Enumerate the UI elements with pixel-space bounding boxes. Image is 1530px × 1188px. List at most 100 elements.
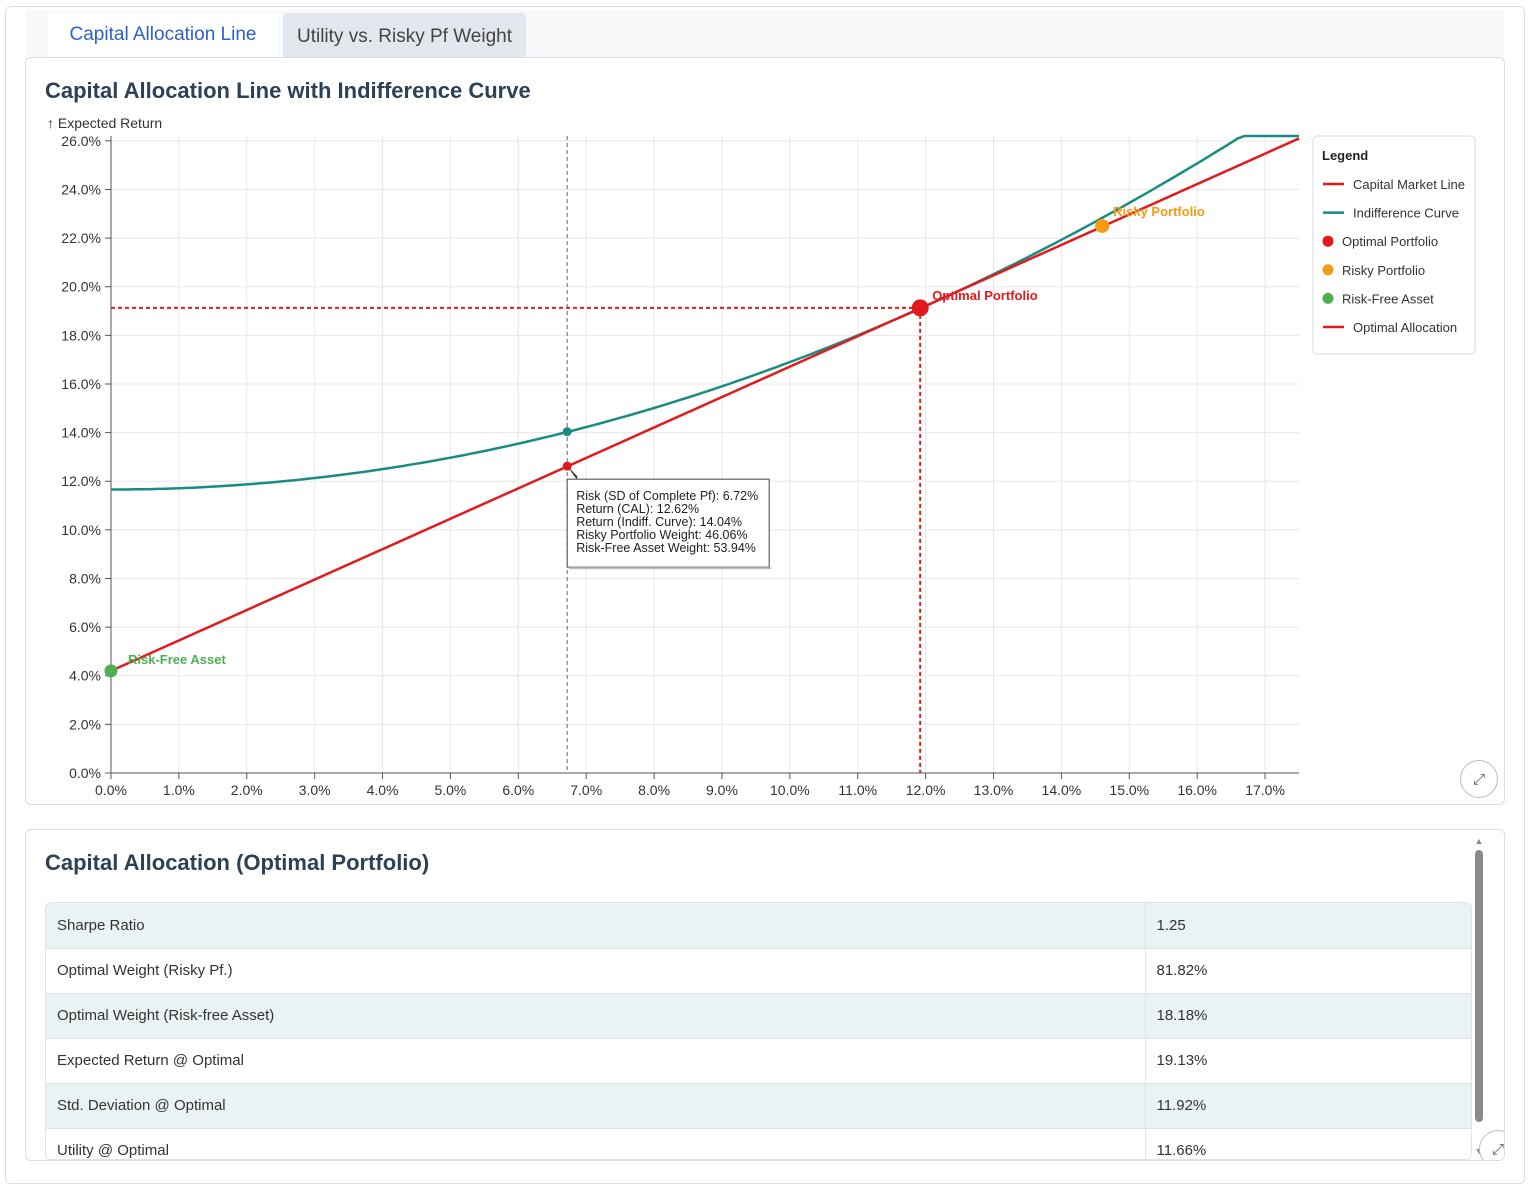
allocation-table-wrap: Sharpe Ratio 1.25 Optimal Weight (Risky Pf… bbox=[45, 902, 1472, 1160]
metric-label: Sharpe Ratio bbox=[46, 903, 1145, 948]
y-tick-label: 14.0% bbox=[61, 425, 101, 441]
scroll-down-icon[interactable]: ▼ bbox=[1474, 1146, 1484, 1156]
table-expand-icon[interactable]: ⤢ bbox=[1479, 1130, 1504, 1160]
table-row: Sharpe Ratio 1.25 bbox=[46, 903, 1471, 948]
legend-entry-label: Indifference Curve bbox=[1353, 206, 1459, 221]
x-tick-label: 7.0% bbox=[570, 782, 602, 798]
tooltip-line: Return (CAL): 12.62% bbox=[576, 502, 699, 516]
expand-icon[interactable]: ⤢ bbox=[1460, 760, 1498, 798]
x-tick-label: 3.0% bbox=[299, 782, 331, 798]
y-tick-label: 0.0% bbox=[69, 765, 101, 781]
table-row: Optimal Weight (Risky Pf.) 81.82% bbox=[46, 947, 1471, 993]
legend: Legend Capital Market Line Indifference Cu… bbox=[1312, 135, 1476, 355]
hover-indiff-point bbox=[562, 427, 572, 437]
x-tick-label: 17.0% bbox=[1245, 782, 1285, 798]
tooltip-shadow bbox=[569, 567, 772, 570]
grid bbox=[110, 136, 1299, 774]
axes: 0.0% 1.0% 2.0% 3.0% 4.0% 5.0% 6.0% 7.0% 8.0% 9.0%… bbox=[61, 133, 1299, 798]
hover-layer: Risk (SD of Complete Pf): 6.72%Return (C… bbox=[562, 136, 772, 773]
tooltip-pointer bbox=[567, 466, 578, 481]
indifference-curve-line bbox=[111, 134, 1299, 491]
tooltip-line: Return (Indiff. Curve): 14.04% bbox=[576, 515, 742, 529]
metric-label: Utility @ Optimal bbox=[46, 1127, 1145, 1159]
legend-entry-label: Risk-Free Asset bbox=[1342, 291, 1434, 306]
hover-tooltip: Risk (SD of Complete Pf): 6.72%Return (C… bbox=[566, 466, 772, 570]
tab-capital-allocation-line[interactable]: Capital Allocation Line bbox=[48, 13, 278, 60]
x-tick-label: 10.0% bbox=[770, 782, 810, 798]
table-row: Std. Deviation @ Optimal 11.92% bbox=[46, 1082, 1471, 1128]
cal-chart[interactable]: 0.0% 1.0% 2.0% 3.0% 4.0% 5.0% 6.0% 7.0% 8.0% 9.0%… bbox=[26, 58, 1504, 804]
scroll-thumb[interactable] bbox=[1475, 850, 1483, 1122]
annotation-label: Risk-Free Asset bbox=[128, 652, 226, 667]
y-tick-label: 10.0% bbox=[61, 522, 101, 538]
metric-value: 18.18% bbox=[1144, 992, 1471, 1038]
legend-title: Legend bbox=[1322, 148, 1368, 163]
chart-title: Capital Allocation Line with Indifferenc… bbox=[45, 78, 531, 103]
tab-bar: Capital Allocation Line Utility vs. Risk… bbox=[26, 10, 1504, 62]
legend-entry-label: Capital Market Line bbox=[1353, 177, 1465, 192]
legend-entry-label: Risky Portfolio bbox=[1342, 263, 1425, 278]
y-tick-label: 20.0% bbox=[61, 279, 101, 295]
y-tick-label: 2.0% bbox=[69, 716, 101, 732]
allocation-table: Sharpe Ratio 1.25 Optimal Weight (Risky Pf… bbox=[46, 903, 1471, 1159]
y-tick-label: 22.0% bbox=[61, 230, 101, 246]
x-tick-label: 9.0% bbox=[706, 782, 738, 798]
annotation-label: Optimal Portfolio bbox=[932, 288, 1038, 303]
optimal-portfolio-point bbox=[911, 299, 929, 317]
x-tick-label: 15.0% bbox=[1109, 782, 1149, 798]
y-tick-label: 12.0% bbox=[61, 473, 101, 489]
risk-free-asset-point bbox=[104, 664, 118, 678]
legend-swatch-dot bbox=[1322, 292, 1334, 304]
x-tick-label: 6.0% bbox=[502, 782, 534, 798]
y-tick-label: 16.0% bbox=[61, 376, 101, 392]
allocation-table-card: Capital Allocation (Optimal Portfolio) S… bbox=[25, 829, 1505, 1161]
metric-value: 1.25 bbox=[1144, 903, 1471, 948]
annotation-label: Risky Portfolio bbox=[1113, 204, 1205, 219]
metric-label: Optimal Weight (Risky Pf.) bbox=[46, 947, 1145, 993]
scroll-up-icon[interactable]: ▲ bbox=[1474, 836, 1484, 846]
table-scrollbar[interactable]: ▲ ▼ bbox=[1474, 836, 1484, 1156]
risky-portfolio-point bbox=[1095, 218, 1110, 233]
x-tick-label: 1.0% bbox=[163, 782, 195, 798]
tooltip-line: Risky Portfolio Weight: 46.06% bbox=[576, 528, 747, 542]
table-row: Optimal Weight (Risk-free Asset) 18.18% bbox=[46, 992, 1471, 1038]
legend-box bbox=[1312, 135, 1476, 355]
y-tick-label: 26.0% bbox=[61, 133, 101, 149]
x-tick-label: 16.0% bbox=[1177, 782, 1217, 798]
table-row: Utility @ Optimal 11.66% bbox=[46, 1127, 1471, 1159]
y-tick-label: 8.0% bbox=[69, 570, 101, 586]
series: Optimal Portfolio Risky Portfolio Risk-Fre… bbox=[104, 134, 1300, 773]
metric-value: 81.82% bbox=[1144, 947, 1471, 993]
tooltip-box bbox=[566, 478, 770, 568]
y-tick-label: 4.0% bbox=[69, 668, 101, 684]
x-tick-label: 14.0% bbox=[1042, 782, 1082, 798]
metric-label: Optimal Weight (Risk-free Asset) bbox=[46, 992, 1145, 1038]
metric-value: 11.66% bbox=[1144, 1127, 1471, 1159]
tooltip-line: Risk (SD of Complete Pf): 6.72% bbox=[576, 489, 758, 503]
x-tick-label: 2.0% bbox=[231, 782, 263, 798]
table-row: Expected Return @ Optimal 19.13% bbox=[46, 1037, 1471, 1083]
y-axis-label: ↑ Expected Return bbox=[47, 115, 162, 131]
metric-label: Expected Return @ Optimal bbox=[46, 1037, 1145, 1083]
x-tick-label: 11.0% bbox=[838, 782, 877, 798]
legend-swatch-dot bbox=[1322, 235, 1334, 247]
metric-value: 11.92% bbox=[1144, 1082, 1471, 1128]
x-tick-label: 13.0% bbox=[974, 782, 1014, 798]
legend-swatch-dot bbox=[1322, 264, 1334, 276]
x-tick-label: 12.0% bbox=[906, 782, 946, 798]
x-tick-label: 4.0% bbox=[367, 782, 399, 798]
y-tick-label: 24.0% bbox=[61, 181, 101, 197]
legend-entry-label: Optimal Allocation bbox=[1353, 320, 1457, 335]
metric-label: Std. Deviation @ Optimal bbox=[46, 1082, 1145, 1128]
y-tick-label: 18.0% bbox=[61, 327, 101, 343]
y-tick-label: 6.0% bbox=[69, 619, 101, 635]
tooltip-line: Risk-Free Asset Weight: 53.94% bbox=[576, 541, 756, 555]
table-title: Capital Allocation (Optimal Portfolio) bbox=[45, 850, 430, 875]
x-tick-label: 5.0% bbox=[434, 782, 466, 798]
x-tick-label: 8.0% bbox=[638, 782, 670, 798]
x-tick-label: 0.0% bbox=[95, 782, 127, 798]
chart-card: Capital Allocation Line with Indifferenc… bbox=[25, 57, 1505, 805]
legend-entry-label: Optimal Portfolio bbox=[1342, 234, 1438, 249]
tab-utility-vs-risky-weight[interactable]: Utility vs. Risky Pf Weight bbox=[283, 13, 526, 60]
metric-value: 19.13% bbox=[1144, 1037, 1471, 1083]
